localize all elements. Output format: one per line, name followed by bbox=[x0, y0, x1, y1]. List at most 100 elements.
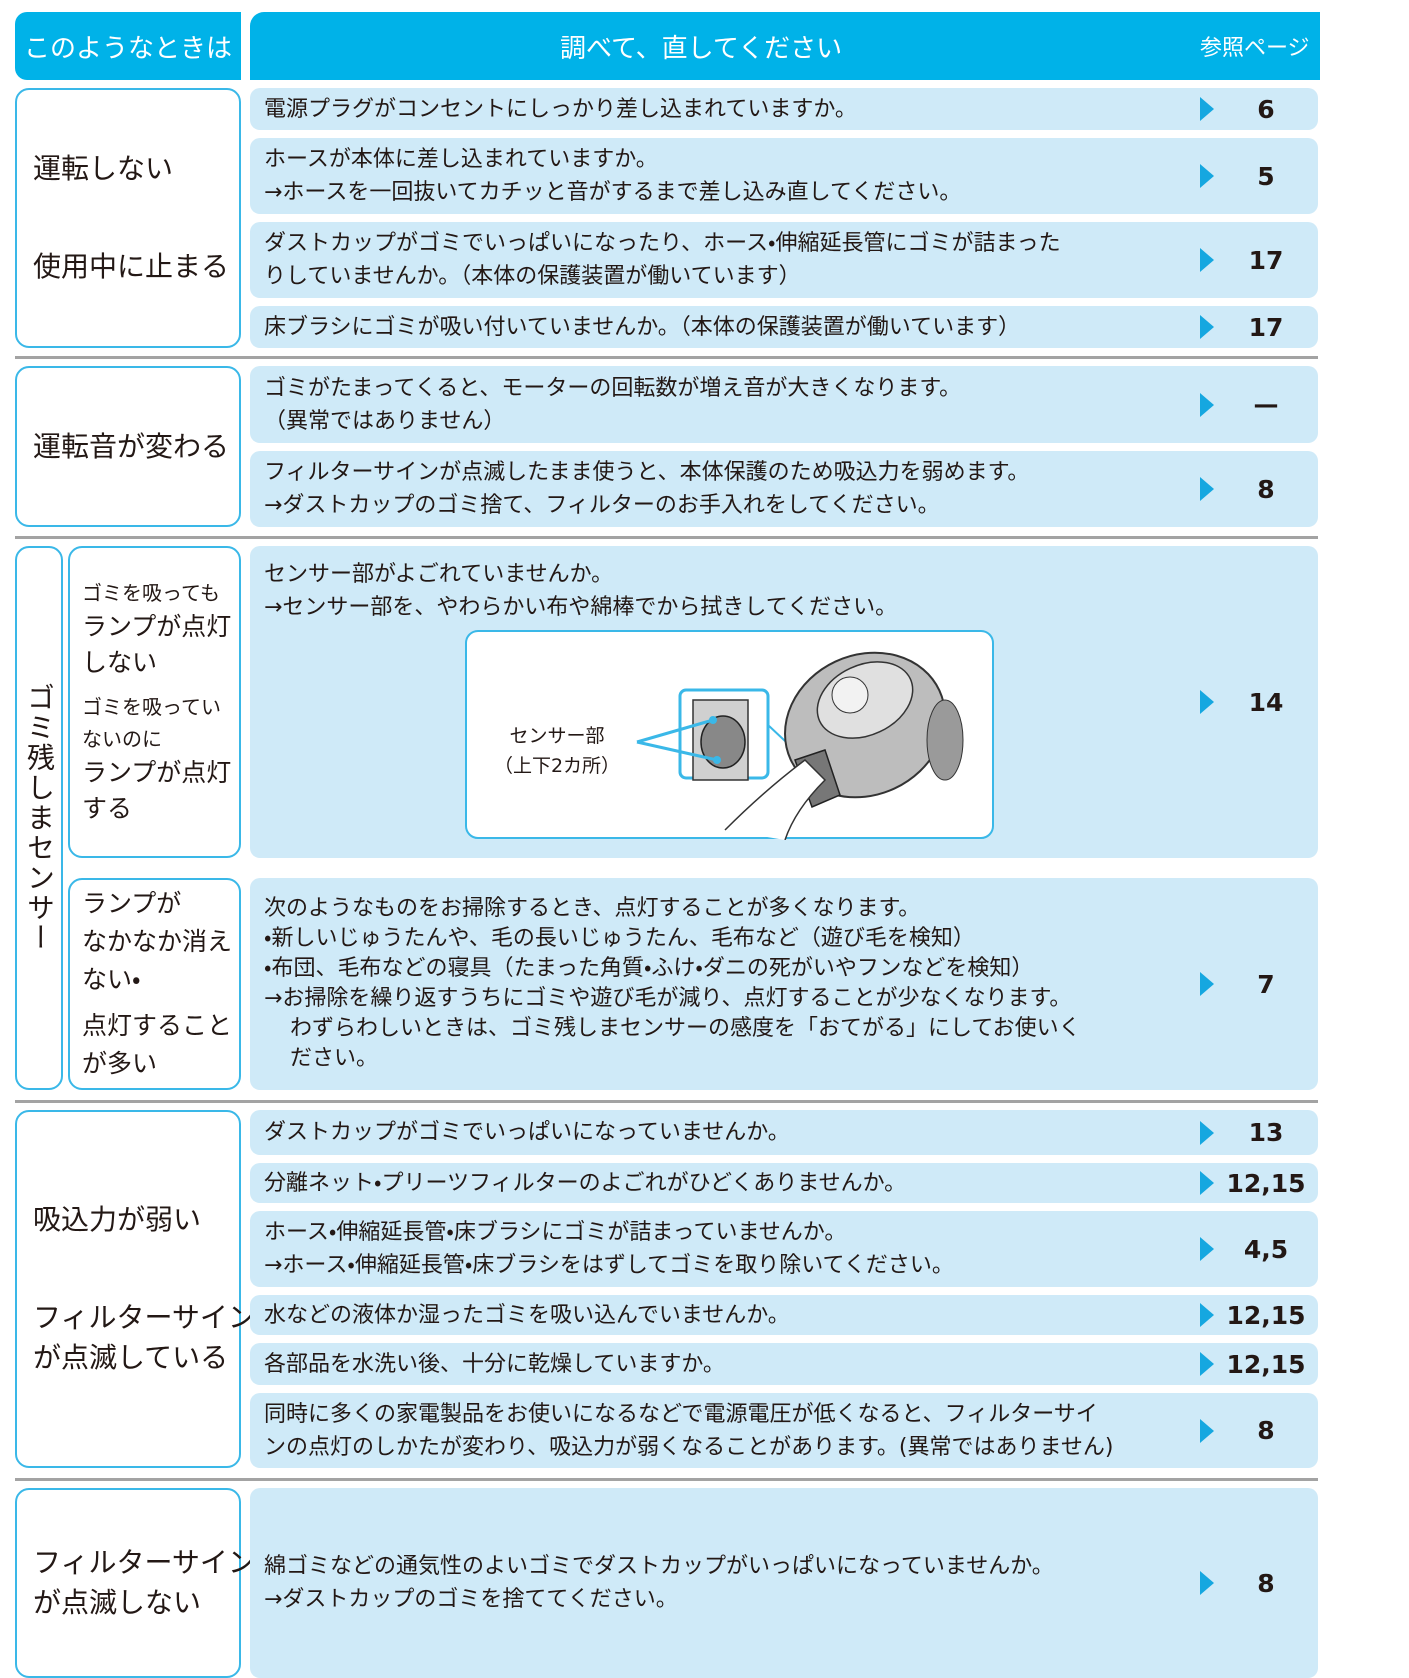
symptom-box: ランプがなかなか消え ない・点灯すること が多い bbox=[68, 878, 241, 1090]
arrow-shape bbox=[1200, 164, 1214, 188]
remedy-line: りしていませんか。（本体の保護装置が働いています） bbox=[264, 264, 801, 289]
symptom-text: が点滅しない bbox=[33, 1586, 202, 1619]
header-bar: 調べて、直してください 参照ページ bbox=[250, 12, 1320, 80]
page-ref: 8 bbox=[1257, 1416, 1275, 1445]
symptom-text: ないのに bbox=[82, 727, 162, 751]
remedy-row: ゴミがたまってくると、モーターの回転数が増え音が大きくなります。 （異常ではありま… bbox=[250, 366, 1318, 443]
arrow-shape bbox=[1200, 1571, 1214, 1595]
remedy-row: ホースが本体に差し込まれていますか。 →ホースを一回抜いてカチッと音がするまで差し… bbox=[250, 138, 1318, 214]
arrow-shape bbox=[1200, 477, 1214, 501]
symptom-group: 運転しない bbox=[33, 149, 239, 189]
remedy-line: →ホース・伸縮延長管・床ブラシをはずしてゴミを取り除いてください。 bbox=[264, 1253, 954, 1278]
remedy-row: ダストカップがゴミでいっぱいになったり、ホース・伸縮延長管にゴミが詰まった りして… bbox=[250, 222, 1318, 298]
symptom-text: 運転音が変わる bbox=[33, 429, 230, 463]
remedy-line: ダストカップがゴミでいっぱいになったり、ホース・伸縮延長管にゴミが詰まった bbox=[264, 231, 1061, 256]
remedy-row: 綿ゴミなどの通気性のよいゴミでダストカップがいっぱいになっていませんか。 →ダスト… bbox=[250, 1488, 1318, 1678]
symptom-text: 吸込力が弱い bbox=[33, 1203, 202, 1236]
symptom-group: フィルターサイン が点滅しない bbox=[33, 1543, 256, 1623]
remedy-text: 綿ゴミなどの通気性のよいゴミでダストカップがいっぱいになっていませんか。 →ダスト… bbox=[264, 1488, 1054, 1678]
arrow-shape bbox=[1200, 1171, 1214, 1195]
symptom-text: ない・ bbox=[82, 965, 141, 994]
remedy-text: フィルターサインが点滅したまま使うと、本体保護のため吸込力を弱めます。 →ダストカ… bbox=[264, 451, 1029, 527]
page-arrow bbox=[1200, 164, 1214, 188]
symptom-text: ランプが点灯 bbox=[82, 612, 232, 641]
page-ref: — bbox=[1253, 390, 1279, 419]
remedy-text: 分離ネット・プリーツフィルターのよごれがひどくありませんか。 bbox=[264, 1163, 906, 1203]
remedy-line: ・布団、毛布などの寝具（たまった角質・ふけ・ダニの死がいやフンなどを検知） bbox=[264, 956, 1034, 981]
symptom-group: ランプがなかなか消え ない・ bbox=[82, 885, 239, 999]
symptom-text: ランプが点灯 bbox=[82, 758, 232, 787]
remedy-line: センサー部がよごれていませんか。 bbox=[264, 562, 614, 587]
arrow-shape bbox=[1200, 1303, 1214, 1327]
page-ref: 12,15 bbox=[1226, 1168, 1306, 1198]
remedy-line: ホースが本体に差し込まれていますか。 bbox=[264, 147, 658, 172]
figure-label: センサー部 bbox=[509, 725, 604, 747]
hand-cloth bbox=[724, 759, 827, 840]
remedy-line: 床ブラシにゴミが吸い付いていませんか。（本体の保護装置が働いています） bbox=[264, 314, 1021, 340]
remedy-row: 床ブラシにゴミが吸い付いていませんか。（本体の保護装置が働いています） 17 bbox=[250, 306, 1318, 348]
remedy-line: →お掃除を繰り返すうちにゴミや遊び毛が減り、点灯することが少なくなります。 bbox=[264, 986, 1072, 1011]
remedy-row: 水などの液体か湿ったゴミを吸い込んでいませんか。 12,15 bbox=[250, 1295, 1318, 1335]
group-box: ゴミ残しまセンサー bbox=[15, 546, 63, 1090]
symptom-box: 吸込力が弱いフィルターサイン が点滅している bbox=[15, 1110, 256, 1468]
remedy-line: ホース・伸縮延長管・床ブラシにゴミが詰まっていませんか。 bbox=[264, 1220, 847, 1245]
symptom-box: 運転音が変わる bbox=[15, 366, 241, 527]
remedy-line: 同時に多くの家電製品をお使いになるなどで電源電圧が低くなると、フィルターサイ bbox=[264, 1401, 1098, 1427]
remedy-text: 床ブラシにゴミが吸い付いていませんか。（本体の保護装置が働いています） bbox=[264, 306, 1020, 348]
remedy-line: 綿ゴミなどの通気性のよいゴミでダストカップがいっぱいになっていませんか。 bbox=[264, 1554, 1054, 1579]
remedy-row: 電源プラグがコンセントにしっかり差し込まれていますか。 6 bbox=[250, 88, 1318, 130]
page-ref: 13 bbox=[1248, 1118, 1284, 1147]
page-ref: 8 bbox=[1257, 474, 1275, 504]
remedy-line: ンの点灯のしかたが変わり、吸込力が弱くなることがあります。(異常ではありません) bbox=[264, 1434, 1114, 1460]
remedy-text: ダストカップがゴミでいっぱいになっていませんか。 bbox=[264, 1110, 790, 1155]
remedy-line: 各部品を水洗い後、十分に乾燥していますか。 bbox=[264, 1351, 725, 1377]
page-ref: 8 bbox=[1257, 1568, 1275, 1598]
remedy-line: →センサー部を、やわらかい布や綿棒でから拭きしてください。 bbox=[264, 595, 898, 620]
arrow-shape bbox=[1200, 1237, 1214, 1261]
symptom-group: フィルターサイン が点滅している bbox=[33, 1298, 256, 1378]
separator bbox=[15, 1478, 1318, 1481]
remedy-row: 次のようなものをお掃除するとき、点灯することが多くなります。 ・新しいじゅうたんや… bbox=[250, 878, 1318, 1090]
remedy-line: 電源プラグがコンセントにしっかり差し込まれていますか。 bbox=[264, 96, 857, 122]
symptom-text: が多い bbox=[82, 1049, 158, 1078]
remedy-text: センサー部がよごれていませんか。 →センサー部を、やわらかい布や綿棒でから拭きして… bbox=[264, 546, 897, 858]
header-page: 参照ページ bbox=[1200, 36, 1310, 61]
remedy-text: ホース・伸縮延長管・床ブラシにゴミが詰まっていませんか。 →ホース・伸縮延長管・床… bbox=[264, 1211, 954, 1287]
page-arrow bbox=[1200, 1571, 1214, 1595]
page-ref: 12,15 bbox=[1226, 1300, 1306, 1330]
remedy-line: 分離ネット・プリーツフィルターのよごれがひどくありませんか。 bbox=[264, 1170, 907, 1196]
page-ref: 12,15 bbox=[1226, 1349, 1306, 1379]
symptom-text: ゴミを吸っても bbox=[82, 581, 220, 605]
symptom-text: する bbox=[82, 794, 133, 823]
header-remedy: 調べて、直してください bbox=[560, 33, 843, 64]
page-arrow bbox=[1200, 392, 1214, 417]
symptom-text: 運転しない bbox=[33, 152, 174, 185]
symptom-text: しない bbox=[82, 648, 158, 677]
page-ref: 17 bbox=[1248, 245, 1284, 275]
remedy-text: 次のようなものをお掃除するとき、点灯することが多くなります。 ・新しいじゅうたんや… bbox=[264, 878, 1081, 1090]
symptom-box: フィルターサイン が点滅しない bbox=[15, 1488, 256, 1678]
symptom-group: 使用中に止まる bbox=[33, 247, 239, 287]
remedy-line: →ダストカップのゴミを捨ててください。 bbox=[264, 1587, 678, 1612]
symptom-text: なかなか消え bbox=[82, 927, 233, 956]
page-ref: 4,5 bbox=[1243, 1234, 1289, 1264]
vacuum-wheel bbox=[926, 699, 964, 781]
inset-port bbox=[700, 715, 746, 769]
symptom-text: 点灯すること bbox=[82, 1011, 233, 1040]
vacuum-button bbox=[831, 676, 869, 714]
page-arrow bbox=[1200, 1352, 1214, 1376]
symptom-box: ゴミを吸っても ランプが点灯 しない ゴミを吸ってい ないのに ランプが点灯 する bbox=[68, 546, 241, 858]
remedy-line: →ダストカップのゴミ捨て、フィルターのお手入れをしてください。 bbox=[264, 493, 940, 518]
remedy-text: 同時に多くの家電製品をお使いになるなどで電源電圧が低くなると、フィルターサイ ンの… bbox=[264, 1393, 1113, 1468]
group-label: ゴミ残しまセンサー bbox=[23, 683, 56, 953]
symptom-group: 点灯すること が多い bbox=[82, 1007, 239, 1083]
symptom-text: フィルターサイン bbox=[33, 1546, 256, 1579]
symptom-text: ランプが bbox=[82, 889, 182, 918]
remedy-text: ゴミがたまってくると、モーターの回転数が増え音が大きくなります。 （異常ではありま… bbox=[264, 366, 961, 443]
separator bbox=[15, 536, 1318, 539]
remedy-line: →ホースを一回抜いてカチッと音がするまで差し込み直してください。 bbox=[264, 180, 962, 205]
page-arrow bbox=[1200, 248, 1214, 272]
symptom-text: ゴミを吸ってい bbox=[82, 695, 221, 719]
remedy-line: フィルターサインが点滅したまま使うと、本体保護のため吸込力を弱めます。 bbox=[264, 460, 1030, 485]
